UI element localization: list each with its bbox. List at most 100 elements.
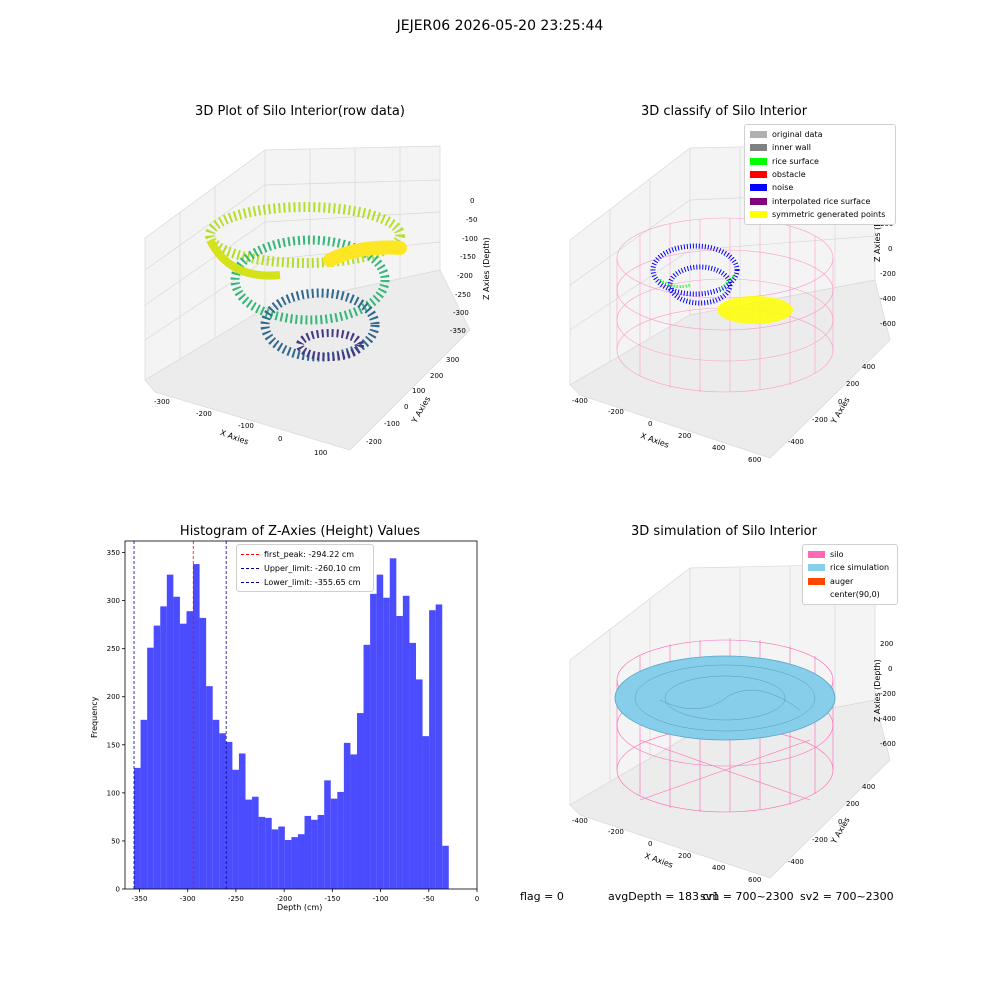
histogram-bar xyxy=(140,719,148,889)
histogram-bar xyxy=(179,623,187,889)
histogram-bar xyxy=(389,558,397,889)
x-tick-label: -350 xyxy=(132,895,148,903)
legend-label: Lower_limit: -355.65 cm xyxy=(264,577,361,587)
legend-swatch xyxy=(750,157,767,165)
simulation-zlabel: Z Axies (Depth) xyxy=(873,659,882,722)
x-tick-label: -250 xyxy=(228,895,244,903)
simulation-xtick: -400 xyxy=(572,817,588,825)
histogram-xlabel: Depth (cm) xyxy=(277,903,323,912)
histogram-bar xyxy=(376,574,384,889)
legend-label: rice surface xyxy=(772,156,819,166)
raw-ztick: -300 xyxy=(453,309,469,317)
histogram-bar xyxy=(238,753,246,889)
legend-label: obstacle xyxy=(772,170,806,180)
legend-swatch xyxy=(808,551,825,559)
histogram-bar xyxy=(284,839,292,889)
classify-ztick: -400 xyxy=(880,295,896,303)
simulation-xtick: 0 xyxy=(648,840,653,848)
classify-ytick: 0 xyxy=(838,398,843,406)
histogram-bar xyxy=(429,610,436,889)
histogram-bar xyxy=(370,593,377,889)
raw-xtick: -200 xyxy=(196,410,212,418)
histogram-bar xyxy=(199,617,207,889)
histogram-bar xyxy=(232,769,239,889)
histogram-bar xyxy=(252,796,259,889)
legend-label: noise xyxy=(772,183,794,193)
simulation-xtick: 400 xyxy=(712,864,726,872)
legend-item-upper-limit: Upper_limit: -260.10 cm xyxy=(241,561,369,575)
classify-ytick: 200 xyxy=(846,380,860,388)
histogram-bar xyxy=(304,815,312,889)
classify-legend: original data inner wall rice surface ob… xyxy=(744,124,896,226)
classify-ytick: -400 xyxy=(788,438,804,446)
legend-label: interpolated rice surface xyxy=(772,196,871,206)
classify-xtick: 600 xyxy=(748,456,762,464)
histogram-bar xyxy=(245,799,253,889)
raw-xtick: 0 xyxy=(278,435,283,443)
raw-xtick: -300 xyxy=(154,398,170,406)
raw-ytick: 0 xyxy=(404,403,409,411)
histogram-bar xyxy=(350,754,357,889)
histogram-bar xyxy=(291,837,298,889)
histogram-bar xyxy=(193,564,200,889)
x-tick-label: -100 xyxy=(373,895,389,903)
legend-line xyxy=(241,553,259,555)
legend-item-original-data: original data xyxy=(750,128,890,141)
x-tick-label: -50 xyxy=(423,895,434,903)
histogram-bar xyxy=(396,615,403,889)
status-sv1: sv1 = 700~2300 xyxy=(700,890,794,903)
histogram-legend: first_peak: -294.22 cm Upper_limit: -260… xyxy=(236,544,374,592)
histogram-bar xyxy=(383,597,390,889)
classify-ztick: 0 xyxy=(888,245,893,253)
raw-zlabel: Z Axies (Depth) xyxy=(482,237,491,300)
legend-swatch xyxy=(750,197,767,205)
legend-swatch xyxy=(808,564,825,572)
legend-label: Upper_limit: -260.10 cm xyxy=(264,563,361,573)
simulation-ytick: 0 xyxy=(838,818,843,826)
simulation-xtick: 200 xyxy=(678,852,692,860)
legend-label: auger xyxy=(830,576,854,586)
legend-item-interpolated: interpolated rice surface xyxy=(750,194,890,207)
raw-ztick: -150 xyxy=(460,253,476,261)
y-tick-label: 100 xyxy=(107,789,120,797)
y-tick-label: 200 xyxy=(107,693,120,701)
raw-ztick: -200 xyxy=(457,272,473,280)
legend-line xyxy=(241,567,259,569)
legend-item-first-peak: first_peak: -294.22 cm xyxy=(241,547,369,561)
legend-swatch xyxy=(750,144,767,152)
legend-label: symmetric generated points xyxy=(772,209,886,219)
simulation-ztick: 200 xyxy=(880,640,894,648)
raw-ztick: -250 xyxy=(455,291,471,299)
histogram-bar xyxy=(258,816,266,889)
histogram-bar xyxy=(317,814,325,889)
raw-ytick: -200 xyxy=(366,438,382,446)
legend-item-lower-limit: Lower_limit: -355.65 cm xyxy=(241,575,369,589)
histogram-bar xyxy=(147,647,154,889)
raw-ztick: -50 xyxy=(466,216,478,224)
histogram-bar xyxy=(402,595,410,889)
legend-label: inner wall xyxy=(772,143,812,153)
legend-swatch xyxy=(750,131,767,139)
raw-ztick: -100 xyxy=(462,235,478,243)
classify-xtick: -400 xyxy=(572,397,588,405)
legend-item-symmetric: symmetric generated points xyxy=(750,208,890,221)
histogram-bar xyxy=(206,686,213,889)
histogram-bar xyxy=(265,817,272,889)
legend-swatch xyxy=(750,210,767,218)
legend-label: original data xyxy=(772,130,823,140)
classify-ztick: -200 xyxy=(880,270,896,278)
y-tick-label: 300 xyxy=(107,597,120,605)
legend-swatch xyxy=(750,171,767,179)
simulation-xtick: -200 xyxy=(608,828,624,836)
histogram-bar xyxy=(416,679,423,889)
legend-item-silo: silo xyxy=(808,548,892,561)
histogram-bar xyxy=(134,767,141,889)
y-tick-label: 350 xyxy=(107,549,120,557)
raw-ytick: 300 xyxy=(446,356,460,364)
histogram-bar xyxy=(330,798,338,889)
histogram-bar xyxy=(225,741,233,889)
legend-swatch xyxy=(808,591,825,598)
legend-label: rice simulation xyxy=(830,563,890,573)
classify-xtick: 400 xyxy=(712,444,726,452)
legend-item-rice-surface: rice surface xyxy=(750,155,890,168)
